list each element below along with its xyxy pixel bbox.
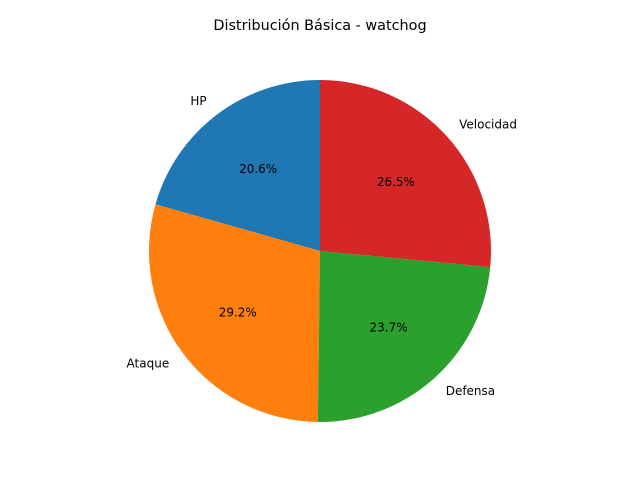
slice-label-ataque: Ataque: [127, 356, 170, 370]
pie-slice-ataque: [149, 204, 320, 422]
slice-label-velocidad: Velocidad: [459, 117, 517, 131]
chart-title: Distribución Básica - watchog: [213, 18, 426, 34]
slice-percent-ataque: 29.2%: [219, 305, 257, 319]
pie-slices: [149, 80, 491, 422]
pie-slice-defensa: [317, 251, 491, 422]
pie-slice-hp: [155, 80, 320, 251]
slice-percent-defensa: 23.7%: [370, 320, 408, 334]
pie-labels: HP 20.6% Ataque 29.2% Defensa 23.7% Velocidad 2…: [127, 94, 517, 398]
slice-label-defensa: Defensa: [446, 384, 495, 398]
slice-percent-hp: 20.6%: [239, 162, 277, 176]
slice-label-hp: HP: [190, 94, 206, 108]
slice-percent-velocidad: 26.5%: [377, 175, 415, 189]
pie-slice-velocidad: [320, 80, 491, 268]
